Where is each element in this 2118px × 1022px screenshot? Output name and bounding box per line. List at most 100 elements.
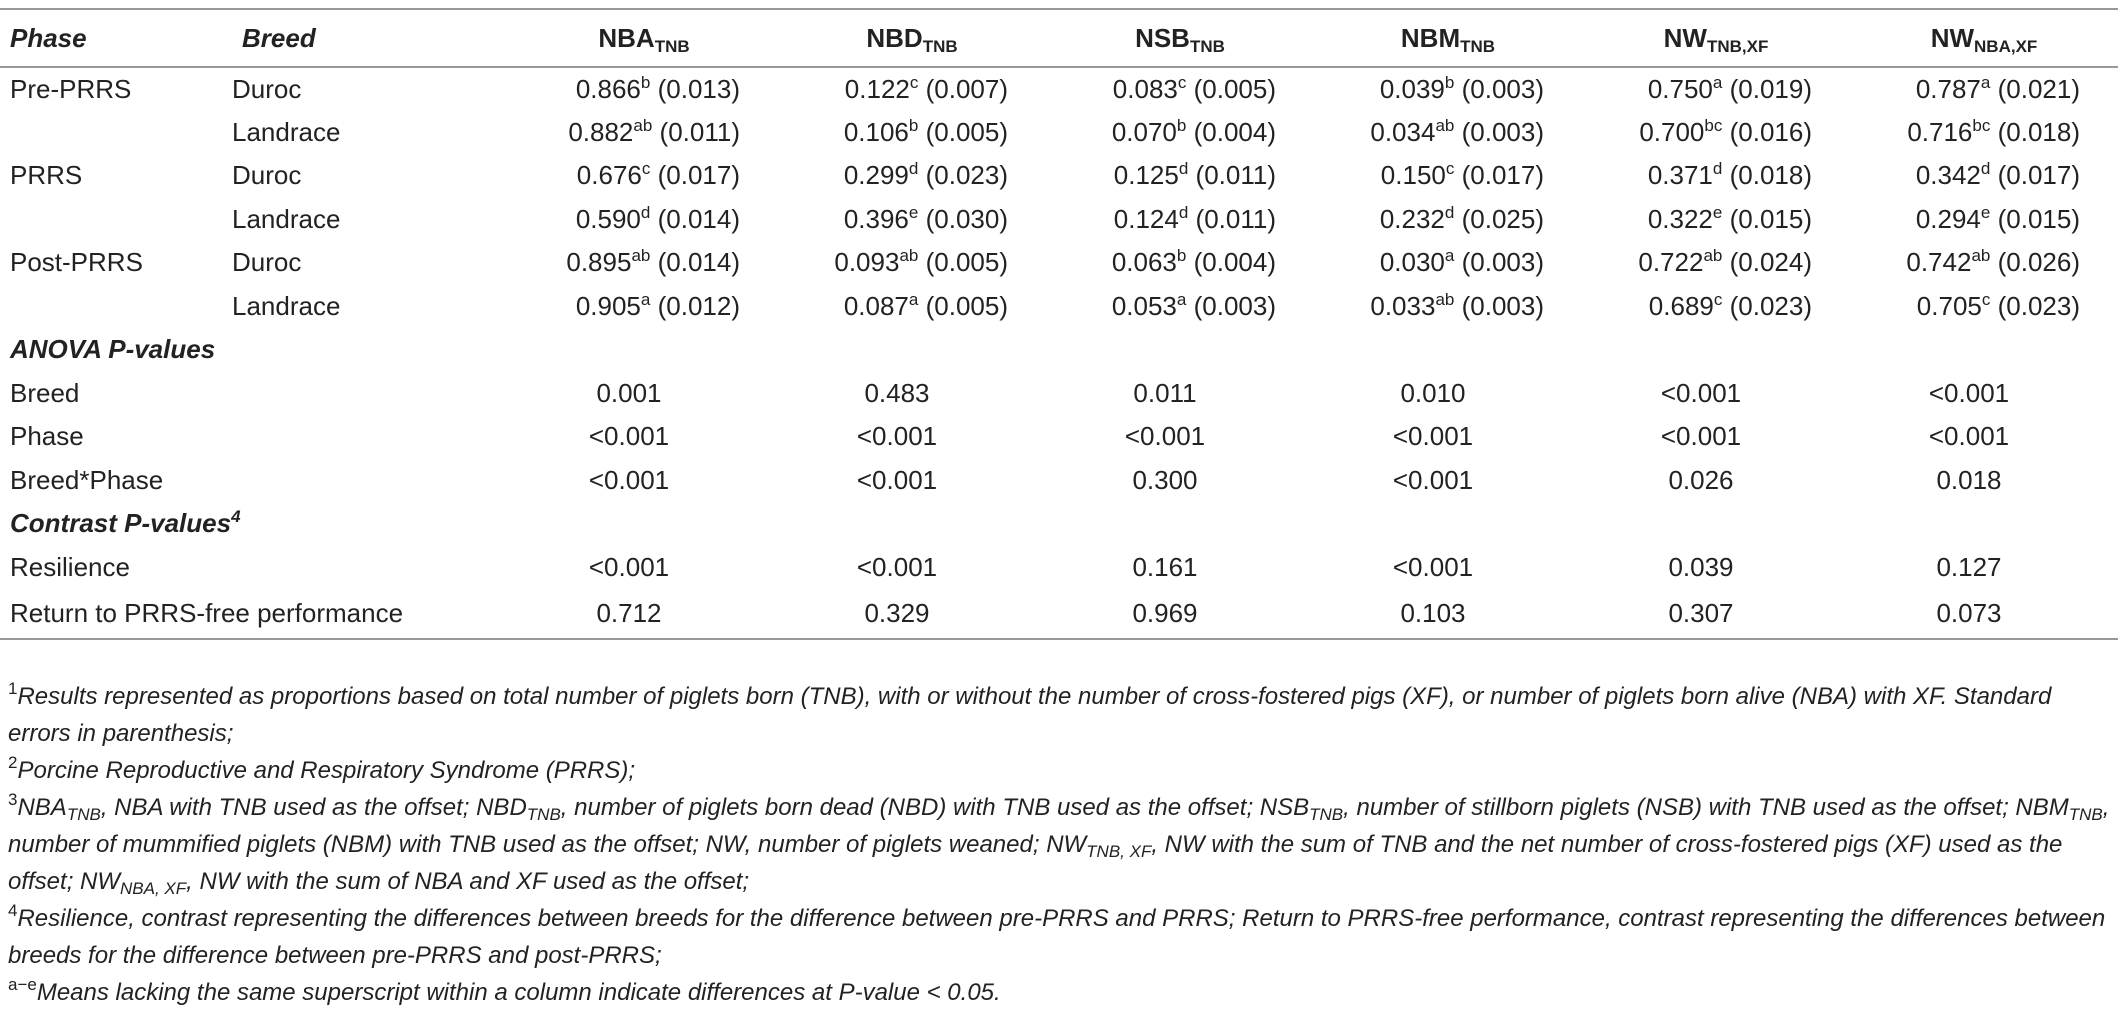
value-cell: 0.371d (0.018) (1582, 154, 1850, 198)
value-cell: 0.034ab (0.003) (1314, 111, 1582, 155)
column-header-sub: TNB (1189, 36, 1225, 56)
value-cell: 0.590d (0.014) (510, 198, 778, 242)
value-cell: 0.689c (0.023) (1582, 285, 1850, 329)
standard-error: (0.011) (659, 116, 740, 147)
mean-value: 0.750 (1647, 73, 1713, 104)
pvalue-cell: <0.001 (1124, 421, 1206, 452)
footnote-ref: 4 (231, 507, 241, 527)
standard-error: (0.021) (1997, 73, 2080, 104)
standard-error: (0.030) (925, 203, 1008, 234)
value-cell: 0.882ab (0.011) (510, 111, 778, 155)
footnote: 1Results represented as proportions base… (8, 678, 2110, 752)
pvalue-cell: 0.483 (864, 377, 930, 408)
standard-error: (0.017) (1461, 160, 1544, 191)
section-title: Contrast P-values4 (0, 502, 2118, 546)
pvalue-cell: 0.307 (1668, 598, 1734, 628)
column-header: NBATNB (510, 9, 778, 67)
mean-value: 0.342 (1915, 160, 1981, 191)
standard-error: (0.013) (657, 73, 740, 104)
standard-error: (0.005) (925, 247, 1008, 278)
superscript-letter: a (1444, 246, 1455, 266)
pvalue-cell: 0.969 (1132, 598, 1198, 628)
pvalue-row: Return to PRRS-free performance 0.712 0.32… (0, 589, 2118, 639)
footnote: 2Porcine Reproductive and Respiratory Sy… (8, 752, 2110, 789)
column-header-main: NW (1930, 22, 1975, 53)
superscript-letter: ab (899, 246, 919, 266)
header-breed: Breed (242, 22, 316, 53)
superscript-letter: d (1178, 159, 1189, 179)
footnote: 3NBATNB, NBA with TNB used as the offset… (8, 789, 2110, 900)
footnote-text: , NW with the sum of NBA and XF used as … (186, 868, 750, 895)
superscript-letter: ab (1703, 246, 1723, 266)
mean-value: 0.590 (575, 203, 641, 234)
superscript-letter: ab (1435, 115, 1455, 135)
value-cell: 0.150c (0.017) (1314, 154, 1582, 198)
footnote-text: TNB (526, 805, 561, 824)
superscript-letter: b (1176, 246, 1187, 266)
column-header: NWNBA,XF (1850, 9, 2118, 67)
superscript-letter: b (640, 72, 651, 92)
footnotes: 1Results represented as proportions base… (8, 678, 2110, 1011)
standard-error: (0.023) (1997, 290, 2080, 321)
mean-value: 0.030 (1379, 247, 1445, 278)
standard-error: (0.018) (1729, 160, 1812, 191)
mean-value: 0.070 (1111, 116, 1177, 147)
column-header-main: NBD (866, 22, 923, 53)
column-header-sub: TNB,XF (1706, 36, 1769, 56)
superscript-letter: a (908, 289, 919, 309)
superscript-letter: bc (1704, 115, 1723, 135)
mean-value: 0.124 (1113, 203, 1179, 234)
value-cell: 0.039b (0.003) (1314, 67, 1582, 111)
pvalue-label: Breed (10, 377, 80, 408)
mean-value: 0.676 (576, 160, 642, 191)
footnote-text: , number of piglets born dead (NBD) with… (560, 794, 1310, 821)
standard-error: (0.023) (1729, 290, 1812, 321)
pvalue-cell: 0.127 (1936, 551, 2002, 582)
value-cell: 0.106b (0.005) (778, 111, 1046, 155)
mean-value: 0.705 (1916, 290, 1982, 321)
data-row: Pre-PRRS Duroc 0.866b (0.013) 0.122c (0.007… (0, 67, 2118, 111)
mean-value: 0.087 (843, 290, 909, 321)
value-cell: 0.396e (0.030) (778, 198, 1046, 242)
value-cell: 0.030a (0.003) (1314, 241, 1582, 285)
footnote: 4Resilience, contrast representing the d… (8, 900, 2110, 974)
pvalue-cell: <0.001 (1660, 377, 1742, 408)
column-header-main: NBA (598, 22, 655, 53)
mean-value: 0.787 (1915, 73, 1981, 104)
mean-value: 0.866 (575, 73, 641, 104)
footnote-text: 3 (8, 790, 18, 809)
standard-error: (0.017) (1997, 160, 2080, 191)
mean-value: 0.106 (843, 116, 909, 147)
value-cell: 0.905a (0.012) (510, 285, 778, 329)
mean-value: 0.905 (575, 290, 641, 321)
superscript-letter: e (908, 202, 919, 222)
standard-error: (0.014) (657, 247, 740, 278)
pvalue-cell: 0.010 (1400, 377, 1466, 408)
phase-cell: Post-PRRS (10, 247, 143, 278)
standard-error: (0.003) (1461, 290, 1544, 321)
phase-cell (0, 111, 232, 155)
standard-error: (0.004) (1193, 247, 1276, 278)
mean-value: 0.742 (1906, 247, 1972, 278)
pvalue-label: Resilience (10, 551, 130, 582)
footnote-text: 4 (8, 901, 18, 920)
standard-error: (0.005) (925, 290, 1008, 321)
value-cell: 0.322e (0.015) (1582, 198, 1850, 242)
superscript-letter: a (1712, 72, 1723, 92)
superscript-letter: c (1713, 289, 1723, 309)
pvalue-row: Resilience <0.001 <0.001 0.161 <0.001 0.039 0.… (0, 546, 2118, 590)
pvalue-cell: <0.001 (588, 551, 670, 582)
superscript-letter: a (1176, 289, 1187, 309)
superscript-letter: bc (1972, 115, 1991, 135)
footnote-text: 2 (8, 753, 18, 772)
standard-error: (0.011) (1195, 160, 1276, 191)
value-cell: 0.716bc (0.018) (1850, 111, 2118, 155)
value-cell: 0.125d (0.011) (1046, 154, 1314, 198)
standard-error: (0.023) (925, 160, 1008, 191)
column-header-sub: TNB (654, 36, 690, 56)
breed-cell: Duroc (232, 247, 302, 278)
column-header-main: NSB (1135, 22, 1190, 53)
standard-error: (0.003) (1461, 116, 1544, 147)
section-title: ANOVA P-values (0, 328, 2118, 372)
pvalue-cell: 0.073 (1936, 598, 2002, 628)
